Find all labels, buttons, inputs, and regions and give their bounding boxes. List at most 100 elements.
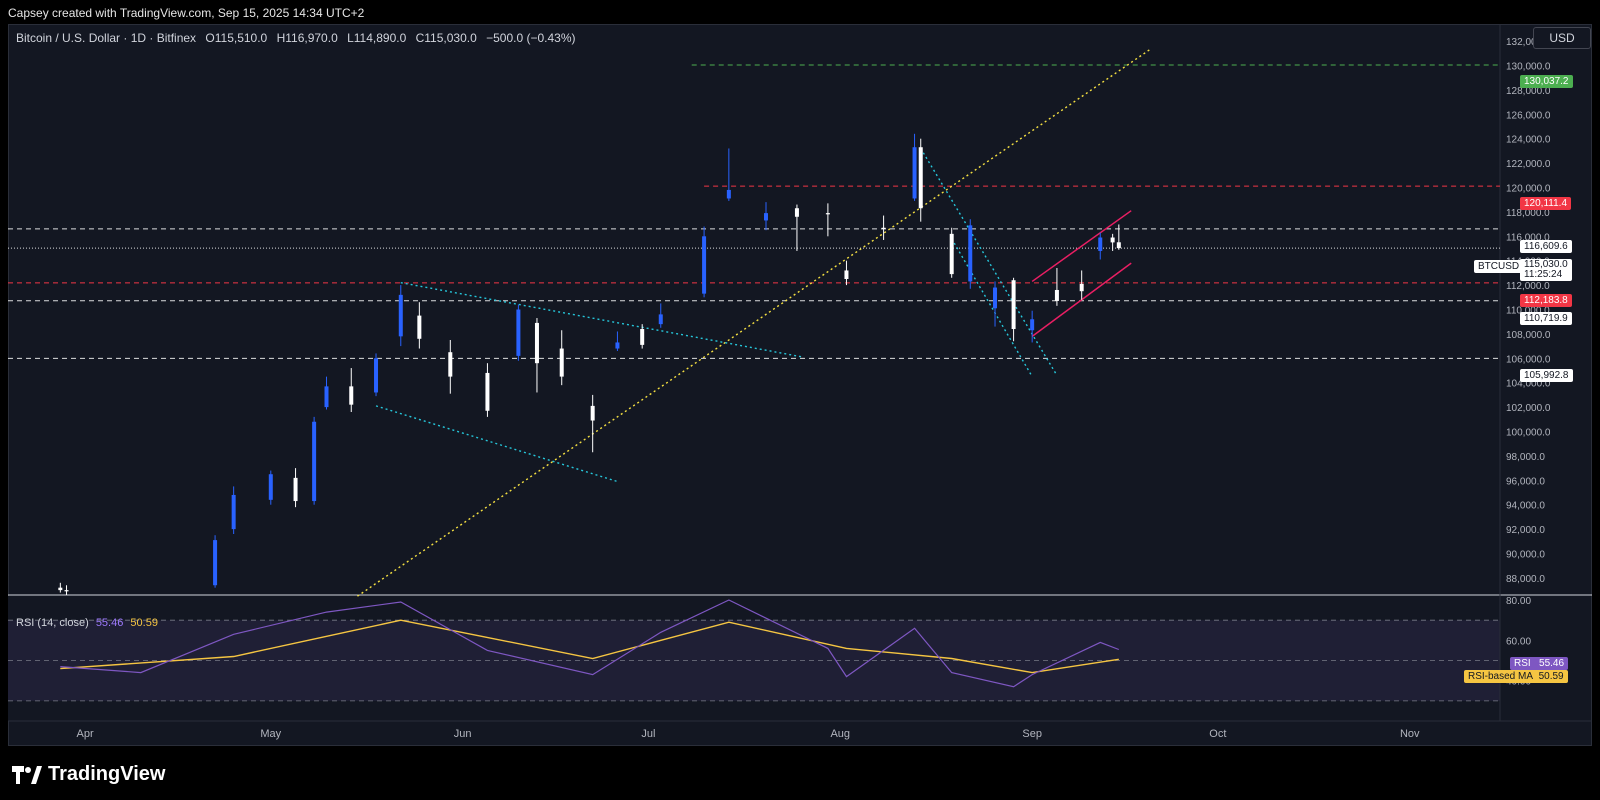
candle (324, 376, 329, 410)
last-price-tag: 115,030.0 11:25:24 (1520, 259, 1572, 281)
ohlc-low: L114,890.0 (347, 31, 407, 45)
candle (231, 486, 236, 534)
candle-body (1098, 237, 1103, 251)
candle-body (949, 233, 954, 275)
candle (312, 416, 317, 505)
price-axis-tick: 102,000.0 (1506, 403, 1551, 414)
price-tag-116609: 116,609.6 (1520, 240, 1572, 253)
candle (448, 340, 453, 394)
ohlc-close: C115,030.0 (415, 31, 477, 45)
price-legend: Bitcoin / U.S. Dollar · 1D · Bitfinex O1… (16, 31, 582, 45)
candle (968, 219, 973, 289)
tradingview-logo-icon (12, 765, 42, 784)
candle-countdown: 11:25:24 (1524, 269, 1563, 280)
candle-body (374, 358, 379, 393)
candle (349, 368, 354, 412)
candle (516, 304, 521, 361)
rsi-tag: RSI 55.46 (1510, 657, 1569, 670)
price-axis-tick: 126,000.0 (1506, 110, 1551, 121)
candle-body (448, 352, 453, 377)
rsi-value: 55.46 (95, 617, 124, 629)
candle-body (312, 421, 317, 502)
candle (590, 394, 595, 453)
price-axis-tick: 122,000.0 (1506, 159, 1551, 170)
rsi-axis-tick: 80.00 (1506, 596, 1531, 607)
candle (918, 138, 923, 222)
candle (658, 303, 663, 328)
candle-body (640, 329, 645, 345)
candle (485, 363, 490, 417)
candle (374, 353, 379, 397)
price-axis-tick: 124,000.0 (1506, 135, 1551, 146)
trendline-cyan-upper-2 (920, 148, 1058, 376)
candle (559, 330, 564, 386)
candle-body (349, 386, 354, 405)
ohlc-high: H116,970.0 (276, 31, 338, 45)
tradingview-logo[interactable]: TradingView (12, 763, 165, 786)
time-axis-label: Jun (454, 728, 472, 740)
currency-button[interactable]: USD (1533, 27, 1591, 49)
candle-body (1030, 319, 1035, 331)
candle-body (993, 287, 998, 309)
candle-body (1116, 242, 1121, 249)
candle-body (844, 270, 849, 279)
candle-body (825, 213, 830, 215)
candle-body (590, 405, 595, 421)
candle (1110, 233, 1115, 251)
time-axis-label: Oct (1209, 728, 1226, 740)
ohlc-change: −500.0 (−0.43%) (486, 31, 576, 45)
candle-body (231, 494, 236, 530)
price-axis-tick: 112,000.0 (1506, 281, 1550, 292)
candle-body (559, 348, 564, 377)
price-axis-tick: 116,000.0 (1506, 232, 1550, 243)
rsi-tag-value: 55.46 (1539, 658, 1565, 669)
candle (726, 148, 731, 201)
candle (1030, 310, 1035, 343)
candle (912, 133, 917, 201)
rsi-label[interactable]: RSI (14, close) (16, 617, 89, 629)
rsi-band (8, 620, 1500, 701)
candle (268, 470, 273, 505)
candle-body (64, 590, 69, 592)
price-tag-112183: 112,183.8 (1520, 294, 1572, 307)
time-axis-label: Aug (830, 728, 850, 740)
symbol-tag: BTCUSD (1474, 260, 1524, 273)
price-axis-tick: 118,000.0 (1506, 208, 1550, 219)
candle-body (658, 314, 663, 325)
candle-body (485, 372, 490, 411)
time-axis-label: May (260, 728, 281, 740)
trendline-cyan-upper-1 (400, 281, 804, 358)
price-chart[interactable]: 132,000.0 130,000.0 128,000.0 126,000.0 124,… (8, 24, 1592, 746)
rsi-ma-line (60, 619, 1119, 674)
price-axis-tick: 98,000.0 (1506, 452, 1545, 463)
brand-name: TradingView (48, 763, 166, 785)
rsi-ma-value: 50.59 (130, 617, 158, 629)
candle (702, 226, 707, 298)
candle (949, 227, 954, 278)
rsi-tag-label: RSI (1514, 658, 1531, 669)
price-axis-tick: 90,000.0 (1506, 550, 1545, 561)
attribution-text: Capsey created with TradingView.com, Sep… (8, 6, 365, 20)
candle (58, 582, 63, 593)
price-tag-105992: 105,992.8 (1520, 369, 1573, 382)
price-axis-tick: 94,000.0 (1506, 501, 1545, 512)
candle-body (324, 386, 329, 408)
candle-body (1079, 283, 1084, 292)
price-axis-tick: 130,000.0 (1506, 61, 1551, 72)
candle (398, 285, 403, 347)
price-axis-tick: 106,000.0 (1506, 354, 1551, 365)
candle (1116, 224, 1121, 250)
candle-body (213, 540, 218, 586)
symbol-name[interactable]: Bitcoin / U.S. Dollar · 1D · Bitfinex (16, 31, 197, 45)
candle (844, 260, 849, 286)
candle-body (268, 474, 273, 500)
trendline-cyan-lower-2 (951, 238, 1033, 377)
candle (794, 204, 799, 251)
candle-body (58, 587, 63, 591)
candle (213, 535, 218, 588)
time-axis-label: Nov (1400, 728, 1420, 740)
price-axis-tick: 88,000.0 (1506, 574, 1545, 585)
trendline-cyan-lower-1 (375, 405, 618, 483)
price-axis-tick: 104,000.0 (1506, 379, 1551, 390)
candle-body (1054, 289, 1059, 301)
